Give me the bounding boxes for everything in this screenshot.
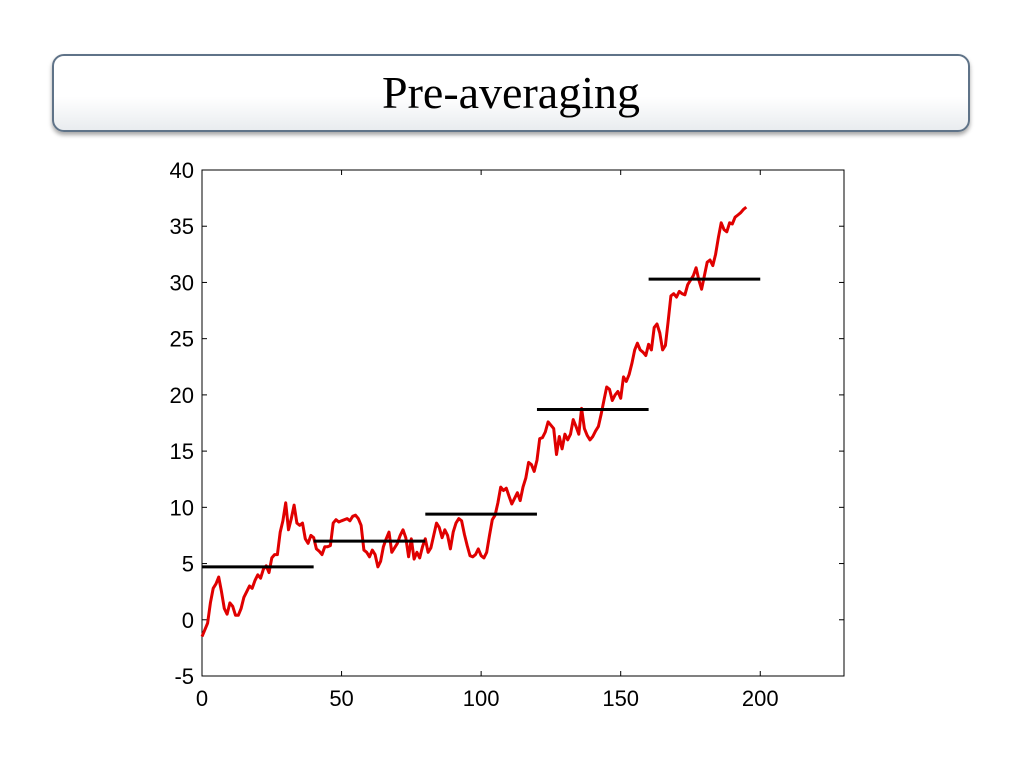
- slide-title: Pre-averaging: [382, 67, 640, 118]
- y-tick-label: 5: [182, 552, 194, 577]
- average-segments: [202, 277, 761, 569]
- title-banner: Pre-averaging: [52, 54, 970, 132]
- y-tick-label: 30: [170, 270, 194, 295]
- series-group: [200, 205, 748, 638]
- y-tick-label: 0: [182, 608, 194, 633]
- plot-frame: [201, 169, 845, 677]
- y-tick-label: 35: [170, 214, 194, 239]
- x-tick-label: 0: [196, 686, 208, 711]
- x-tick-label: 150: [602, 686, 639, 711]
- y-tick-label: 15: [170, 439, 194, 464]
- x-tick-label: 200: [742, 686, 779, 711]
- y-tick-label: 40: [170, 158, 194, 183]
- y-tick-label: 20: [170, 383, 194, 408]
- x-tick-label: 100: [463, 686, 500, 711]
- y-tick-label: 25: [170, 327, 194, 352]
- series-line: [200, 205, 748, 638]
- y-tick-label: 10: [170, 495, 194, 520]
- y-tick-label: -5: [174, 664, 194, 689]
- x-tick-label: 50: [329, 686, 353, 711]
